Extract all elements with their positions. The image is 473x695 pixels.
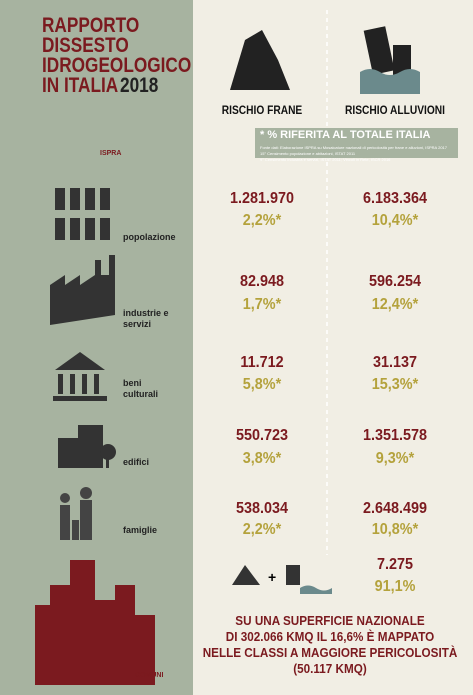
alluvioni-pct: 10,4%*: [371, 212, 419, 229]
comuni-text: (50.117 KMQ): [293, 661, 367, 676]
frane-value: 11.712: [240, 354, 284, 371]
alluvioni-value: 31.137: [372, 354, 418, 371]
frane-value: 1.281.970: [229, 190, 295, 207]
comuni-label: COMUNI: [135, 672, 164, 679]
title-line: RAPPORTO: [42, 14, 140, 37]
column-title: RISCHIO FRANE: [221, 103, 303, 117]
frane-pct: 2,2%*: [242, 521, 282, 538]
comuni-text: SU UNA SUPERFICIE NAZIONALE: [235, 613, 425, 628]
combined-icon: +: [232, 565, 332, 594]
column-title: RISCHIO ALLUVIONI: [345, 103, 445, 117]
title-line: IDROGEOLOGICO: [42, 54, 192, 77]
museum-icon: [53, 352, 107, 401]
row-label: popolazione: [123, 232, 176, 242]
note-title: * % RIFERITA AL TOTALE ITALIA: [260, 129, 431, 141]
note-source: Fonte dati: Elaborazione ISPRA su Mosaic…: [260, 145, 447, 150]
note-box: [255, 128, 458, 158]
alluvioni-value: 6.183.364: [362, 190, 428, 207]
svg-text:+: +: [268, 569, 276, 585]
title-line: IN ITALIA: [42, 74, 119, 97]
frane-value: 550.723: [235, 427, 289, 444]
row-label: servizi: [123, 319, 152, 329]
row-label: famiglie: [123, 525, 158, 535]
frane-pct: 5,8%*: [242, 376, 282, 393]
row-label: industrie e: [123, 308, 169, 318]
frane-pct: 3,8%*: [242, 450, 282, 467]
note-source: 15° Censimento popolazione e abitazioni,…: [260, 151, 356, 156]
frane-pct: 2,2%*: [242, 212, 282, 229]
alluvioni-pct: 15,3%*: [371, 376, 419, 393]
building-icon: [58, 425, 116, 468]
comuni-text: NELLE CLASSI A MAGGIORE PERICOLOSITÀ: [202, 645, 458, 660]
alluvioni-value: 1.351.578: [362, 427, 428, 444]
industry-icon: [50, 255, 115, 325]
frane-value: 538.034: [235, 500, 289, 517]
alluvioni-value: 2.648.499: [362, 500, 428, 517]
alluvioni-pct: 10,8%*: [371, 521, 419, 538]
comuni-pct: 91,1%: [374, 578, 416, 595]
title-line: DISSESTO: [42, 34, 129, 57]
town-icon: [35, 560, 155, 685]
comuni-value: 7.275: [376, 556, 414, 573]
title-year: 2018: [120, 74, 159, 97]
flood-icon: [360, 26, 420, 94]
frane-value: 82.948: [239, 273, 285, 290]
frane-pct: 1,7%*: [242, 296, 282, 313]
comuni-text: DI 302.066 KMQ IL 16,6% È MAPPATO: [225, 629, 435, 644]
row-label: culturali: [123, 389, 159, 399]
landslide-icon: [230, 30, 290, 90]
family-icon: [60, 487, 92, 540]
people-icon: [55, 188, 110, 240]
alluvioni-pct: 9,3%*: [375, 450, 415, 467]
sidebar: [0, 0, 193, 695]
row-label: beni: [123, 378, 142, 388]
alluvioni-value: 596.254: [368, 273, 422, 290]
row-label: edifici: [123, 457, 150, 467]
logo: ISPRA: [100, 150, 122, 157]
note-source: 9° Censimento industria e servizi, ISTAT…: [260, 157, 391, 162]
alluvioni-pct: 12,4%*: [371, 296, 419, 313]
